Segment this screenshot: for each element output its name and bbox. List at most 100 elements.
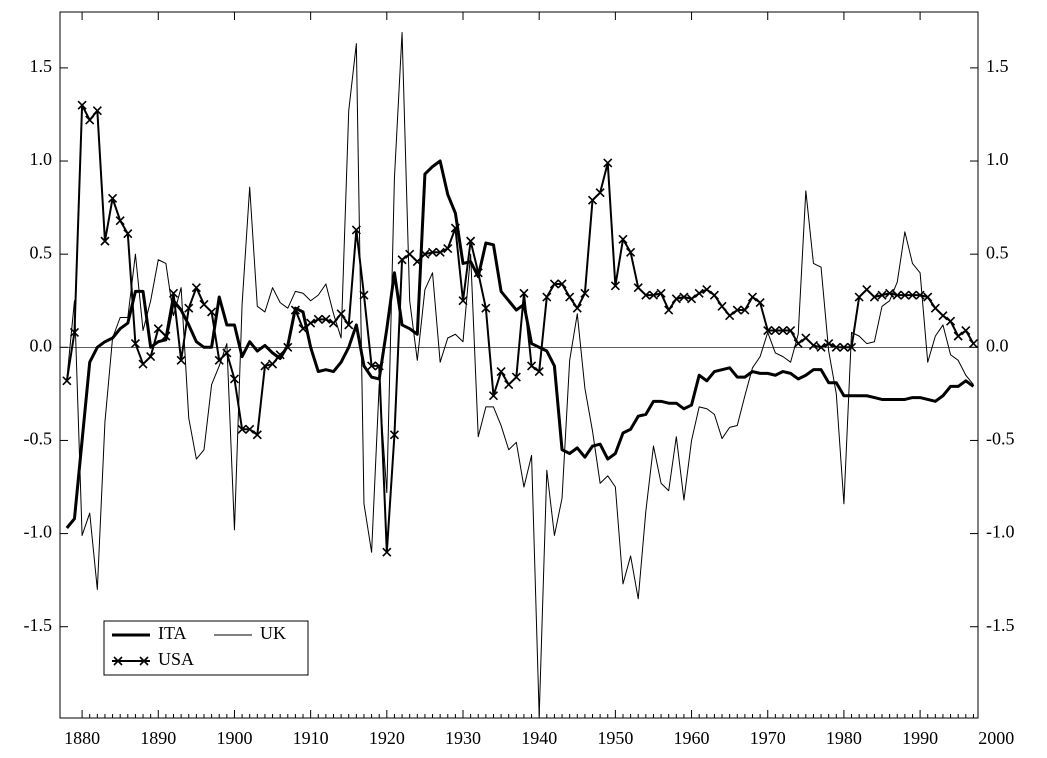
marker bbox=[778, 325, 788, 336]
x-tick-label: 1920 bbox=[369, 728, 405, 748]
marker bbox=[549, 279, 559, 289]
marker bbox=[664, 305, 674, 315]
marker bbox=[359, 290, 369, 300]
marker bbox=[717, 301, 727, 311]
marker bbox=[85, 115, 95, 125]
marker bbox=[374, 361, 384, 371]
marker bbox=[557, 279, 567, 289]
marker bbox=[793, 339, 803, 349]
marker bbox=[298, 324, 308, 334]
marker bbox=[839, 342, 849, 352]
marker bbox=[930, 303, 940, 313]
marker bbox=[214, 355, 224, 365]
series-line bbox=[65, 159, 975, 529]
x-tick-label: 1900 bbox=[216, 728, 252, 748]
marker bbox=[808, 340, 819, 351]
marker bbox=[854, 292, 864, 302]
marker bbox=[344, 320, 354, 330]
x-tick-label: 1980 bbox=[826, 728, 862, 748]
x-tick-label: 1950 bbox=[597, 728, 633, 748]
marker bbox=[207, 307, 217, 317]
marker bbox=[885, 288, 895, 298]
marker bbox=[191, 283, 201, 293]
marker bbox=[892, 290, 902, 300]
marker bbox=[473, 268, 483, 278]
x-tick-label: 1880 bbox=[64, 728, 100, 748]
marker bbox=[786, 325, 796, 336]
marker bbox=[237, 424, 247, 434]
y-tick-label: 1.5 bbox=[30, 56, 53, 76]
x-tick-label: 1930 bbox=[445, 728, 481, 748]
marker bbox=[113, 656, 123, 666]
marker bbox=[427, 247, 438, 257]
x-tick-label: 1910 bbox=[293, 728, 329, 748]
marker bbox=[290, 305, 300, 315]
marker bbox=[450, 223, 460, 233]
marker bbox=[496, 366, 506, 377]
marker bbox=[100, 236, 110, 246]
marker bbox=[953, 331, 963, 341]
marker bbox=[587, 195, 598, 205]
marker bbox=[686, 294, 697, 304]
marker bbox=[481, 303, 491, 313]
marker bbox=[694, 288, 704, 298]
marker bbox=[252, 430, 262, 440]
marker bbox=[709, 290, 719, 300]
marker bbox=[846, 342, 857, 352]
marker bbox=[656, 288, 666, 298]
x-tick-label: 1890 bbox=[140, 728, 176, 748]
marker bbox=[62, 376, 72, 386]
marker bbox=[389, 430, 400, 440]
plot-frame bbox=[59, 11, 979, 719]
marker bbox=[412, 257, 422, 267]
x-tick-label: 2000 bbox=[978, 728, 1014, 748]
marker bbox=[915, 290, 925, 300]
marker bbox=[801, 333, 811, 343]
legend-label: USA bbox=[158, 649, 194, 669]
marker bbox=[763, 325, 773, 336]
marker bbox=[161, 331, 171, 341]
legend-label: ITA bbox=[158, 623, 187, 643]
marker bbox=[923, 292, 933, 302]
x-tick-label: 1970 bbox=[750, 728, 786, 748]
marker bbox=[260, 361, 270, 371]
marker bbox=[336, 309, 346, 319]
marker bbox=[405, 249, 415, 259]
marker bbox=[725, 311, 735, 321]
marker bbox=[504, 379, 514, 390]
marker bbox=[946, 316, 956, 326]
y-tick-label: 0.5 bbox=[30, 242, 53, 262]
marker bbox=[565, 292, 575, 302]
marker bbox=[968, 339, 978, 349]
marker bbox=[458, 296, 468, 306]
marker bbox=[648, 290, 659, 300]
legend-box bbox=[103, 620, 309, 676]
series-line bbox=[66, 31, 974, 717]
marker bbox=[108, 193, 118, 203]
marker bbox=[580, 288, 590, 298]
marker bbox=[153, 324, 163, 334]
marker bbox=[130, 339, 140, 349]
marker bbox=[595, 188, 605, 198]
marker bbox=[168, 288, 179, 298]
marker bbox=[877, 290, 887, 300]
marker bbox=[69, 327, 80, 337]
y-tick-label: -1.5 bbox=[24, 615, 53, 635]
marker bbox=[199, 299, 209, 310]
marker bbox=[702, 284, 712, 295]
marker bbox=[618, 234, 628, 244]
marker bbox=[267, 359, 278, 369]
marker bbox=[671, 294, 681, 304]
marker bbox=[229, 374, 240, 384]
y-tick-label: -1.0 bbox=[24, 522, 53, 542]
marker bbox=[626, 247, 636, 257]
marker bbox=[542, 292, 552, 302]
marker bbox=[138, 359, 148, 369]
marker bbox=[610, 281, 620, 291]
marker bbox=[641, 290, 651, 300]
marker bbox=[831, 342, 841, 352]
marker bbox=[862, 284, 872, 295]
marker bbox=[938, 311, 948, 321]
marker bbox=[770, 325, 780, 336]
